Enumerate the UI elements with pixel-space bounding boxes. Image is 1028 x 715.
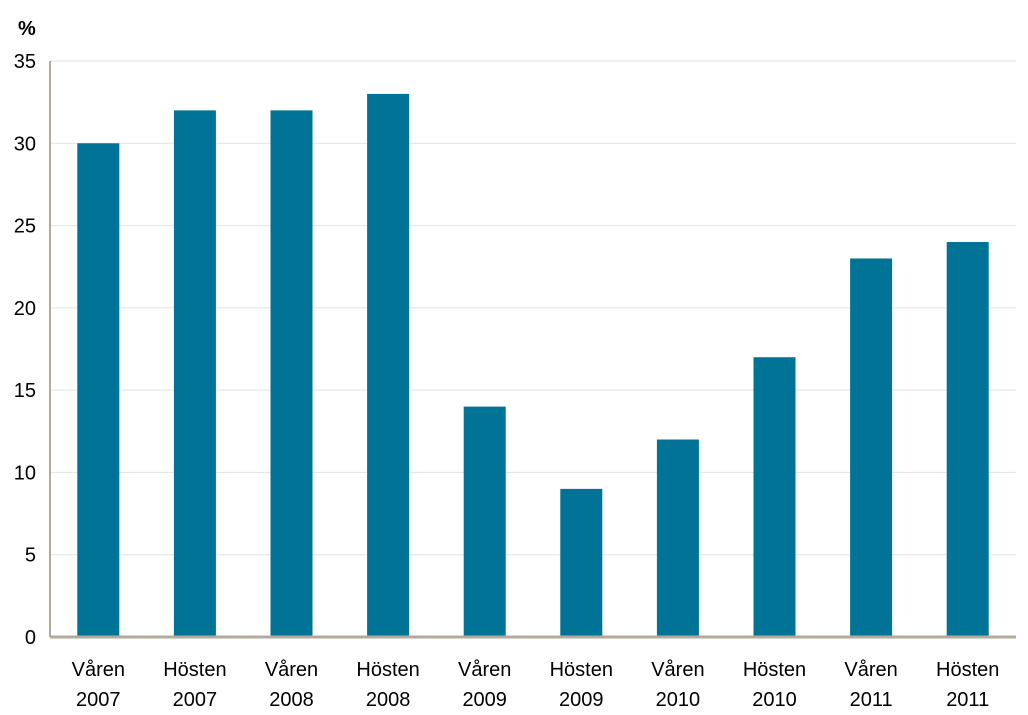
x-category-label: Våren bbox=[844, 659, 897, 681]
y-tick-label: 15 bbox=[14, 380, 36, 402]
y-tick-label: 35 bbox=[14, 51, 36, 73]
bar bbox=[753, 357, 796, 637]
bar bbox=[367, 93, 410, 637]
x-category-label: Hösten bbox=[550, 659, 613, 681]
x-category-label: 2009 bbox=[559, 689, 604, 711]
bar bbox=[173, 110, 216, 637]
x-category-label: 2009 bbox=[462, 689, 507, 711]
y-axis-ticks: 0 5 10 15 20 25 30 35 bbox=[14, 51, 36, 649]
y-axis-unit-label: % bbox=[18, 18, 36, 40]
y-tick-label: 0 bbox=[25, 627, 36, 649]
bar bbox=[77, 143, 120, 638]
x-category-label: Våren bbox=[651, 659, 704, 681]
x-category-label: 2011 bbox=[946, 689, 989, 711]
x-category-label: 2008 bbox=[269, 689, 314, 711]
x-axis-category-labels: Våren 2007 Hösten 2007 Våren 2008 Hösten 2008 Vå… bbox=[72, 659, 1000, 711]
x-category-label: Hösten bbox=[163, 659, 226, 681]
y-tick-label: 10 bbox=[14, 462, 36, 484]
x-category-label: Hösten bbox=[936, 659, 999, 681]
bars bbox=[77, 93, 989, 638]
x-category-label: 2010 bbox=[656, 689, 701, 711]
x-category-label: 2011 bbox=[850, 689, 893, 711]
bar bbox=[560, 488, 603, 637]
bar bbox=[946, 242, 989, 637]
y-tick-label: 5 bbox=[25, 545, 36, 567]
x-category-label: Hösten bbox=[356, 659, 419, 681]
bar bbox=[463, 406, 506, 637]
x-category-label: Våren bbox=[458, 659, 511, 681]
y-tick-label: 30 bbox=[14, 133, 36, 155]
bar bbox=[270, 110, 313, 637]
x-category-label: 2008 bbox=[366, 689, 411, 711]
x-category-label: Våren bbox=[72, 659, 125, 681]
x-category-label: 2007 bbox=[173, 689, 218, 711]
bar bbox=[850, 258, 893, 637]
y-tick-label: 25 bbox=[14, 216, 36, 238]
bar bbox=[656, 439, 699, 637]
x-category-label: 2007 bbox=[76, 689, 121, 711]
y-tick-label: 20 bbox=[14, 298, 36, 320]
x-category-label: Våren bbox=[265, 659, 318, 681]
x-category-label: Hösten bbox=[743, 659, 806, 681]
x-category-label: 2010 bbox=[752, 689, 797, 711]
